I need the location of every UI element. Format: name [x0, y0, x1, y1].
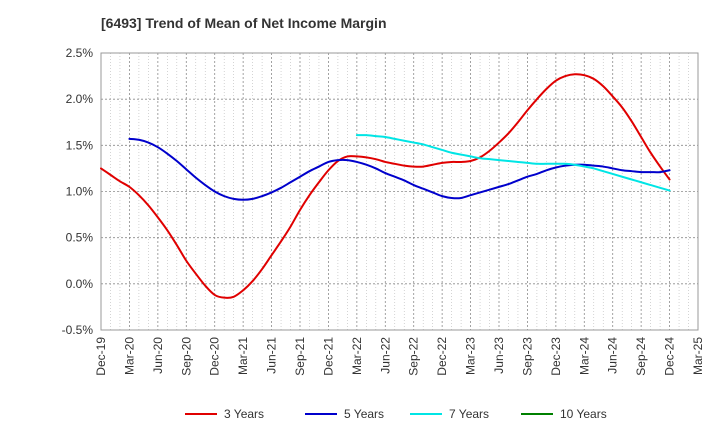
y-tick-label: 2.5%	[66, 46, 94, 60]
legend-label-7-years: 7 Years	[449, 407, 489, 421]
x-tick-label: Mar-25	[691, 337, 705, 375]
legend-label-3-years: 3 Years	[224, 407, 264, 421]
series-line-5-years	[128, 137, 671, 201]
legend-label-10-years: 10 Years	[560, 407, 607, 421]
x-tick-label: Jun-24	[606, 337, 620, 374]
x-tick-label: Jun-21	[265, 337, 279, 374]
x-tick-label: Sep-24	[634, 337, 648, 376]
x-tick-label: Dec-24	[663, 337, 677, 376]
major-grid	[101, 53, 698, 330]
x-tick-label: Dec-23	[549, 337, 563, 376]
plot-frame	[100, 52, 699, 331]
y-tick-label: 0.5%	[66, 231, 94, 245]
x-tick-label: Mar-20	[122, 337, 136, 375]
x-tick-label: Mar-24	[577, 337, 591, 375]
x-tick-label: Jun-22	[378, 337, 392, 374]
x-tick-label: Dec-19	[94, 337, 108, 376]
x-tick-label: Sep-20	[179, 337, 193, 376]
legend: 3 Years 5 Years 7 Years 10 Years	[185, 407, 607, 421]
x-axis-ticks: Dec-19 Mar-20 Jun-20 Sep-20 Dec-20 Mar-21 Jun-…	[94, 337, 705, 376]
x-tick-label: Dec-22	[435, 337, 449, 376]
x-tick-label: Dec-21	[321, 337, 335, 376]
chart-title: [6493] Trend of Mean of Net Income Margi…	[101, 15, 387, 31]
series-lines	[100, 73, 671, 299]
x-tick-label: Mar-22	[350, 337, 364, 375]
x-tick-label: Mar-21	[236, 337, 250, 375]
x-tick-label: Jun-23	[492, 337, 506, 374]
y-tick-label: 0.0%	[66, 277, 94, 291]
x-tick-label: Dec-20	[208, 337, 222, 376]
y-tick-label: -0.5%	[62, 323, 94, 337]
x-tick-label: Mar-23	[464, 337, 478, 375]
y-tick-label: 1.5%	[66, 138, 94, 152]
x-tick-label: Sep-23	[520, 337, 534, 376]
y-tick-label: 1.0%	[66, 185, 94, 199]
x-tick-label: Jun-20	[151, 337, 165, 374]
y-tick-label: 2.0%	[66, 92, 94, 106]
series-line-7-years	[355, 134, 671, 192]
legend-label-5-years: 5 Years	[344, 407, 384, 421]
series-line-3-years	[100, 73, 671, 299]
y-axis-ticks: -0.5% 0.0% 0.5% 1.0% 1.5% 2.0% 2.5%	[62, 46, 94, 337]
x-tick-label: Sep-21	[293, 337, 307, 376]
x-tick-label: Sep-22	[407, 337, 421, 376]
